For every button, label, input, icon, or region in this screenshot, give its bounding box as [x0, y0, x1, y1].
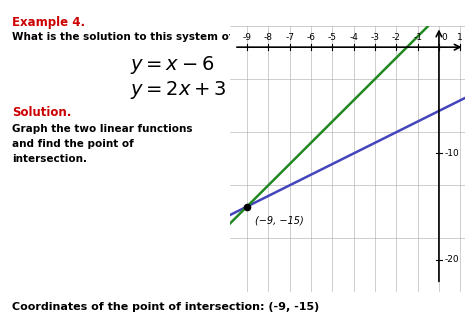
- Text: 1: 1: [457, 33, 463, 42]
- Text: Graph the two linear functions
and find the point of
intersection.: Graph the two linear functions and find …: [12, 124, 192, 164]
- Text: 0: 0: [441, 33, 447, 42]
- Text: -4: -4: [349, 33, 358, 42]
- Text: -9: -9: [243, 33, 251, 42]
- Text: Solution.: Solution.: [12, 106, 72, 119]
- Text: Coordinates of the point of intersection: (-9, -15): Coordinates of the point of intersection…: [12, 302, 319, 312]
- Text: (−9, −15): (−9, −15): [255, 215, 304, 225]
- Text: -2: -2: [392, 33, 401, 42]
- Text: What is the solution to this system of equations?: What is the solution to this system of e…: [12, 32, 301, 42]
- Text: $y = 2x + 3$: $y = 2x + 3$: [130, 79, 227, 101]
- Text: Example 4.: Example 4.: [12, 16, 85, 29]
- Text: -20: -20: [444, 255, 459, 264]
- Text: -1: -1: [413, 33, 422, 42]
- Text: -10: -10: [444, 149, 459, 158]
- Text: $y = x - 6$: $y = x - 6$: [130, 54, 215, 76]
- Text: -8: -8: [264, 33, 273, 42]
- Text: -3: -3: [371, 33, 379, 42]
- Text: -6: -6: [307, 33, 315, 42]
- Text: -7: -7: [285, 33, 294, 42]
- Text: -5: -5: [328, 33, 337, 42]
